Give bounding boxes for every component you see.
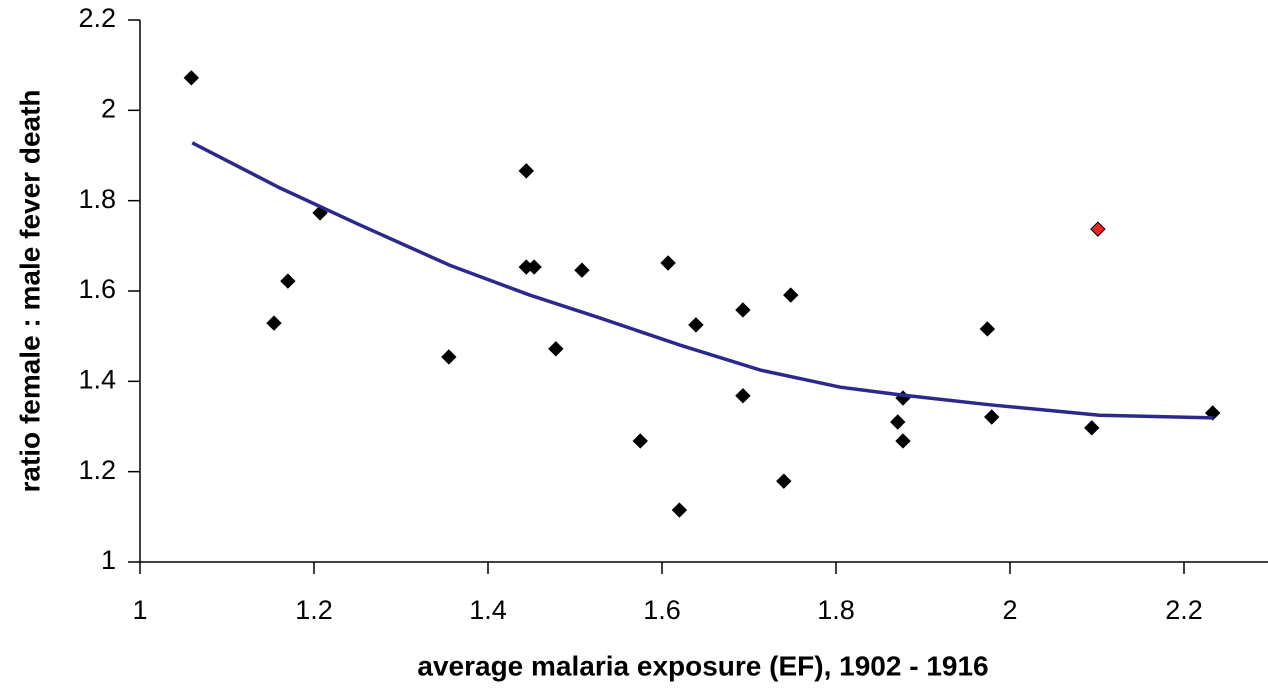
y-tick-label: 1.6 — [78, 274, 116, 304]
x-tick-label: 1.8 — [817, 595, 855, 625]
point — [441, 349, 457, 365]
point — [783, 287, 799, 303]
y-tick-label: 1.8 — [78, 184, 116, 214]
point — [890, 414, 906, 430]
y-axis-title: ratio female : male fever death — [14, 89, 45, 492]
y-tick-label: 2 — [101, 93, 116, 123]
point — [526, 259, 542, 275]
x-tick-label: 2 — [1002, 595, 1017, 625]
point — [280, 273, 296, 289]
x-tick-label: 2.2 — [1165, 595, 1203, 625]
trend-line — [191, 141, 1214, 420]
point — [574, 262, 590, 278]
point — [735, 388, 751, 404]
point — [660, 255, 676, 271]
point — [688, 317, 704, 333]
point — [518, 163, 534, 179]
y-tick-label: 1.2 — [78, 455, 116, 485]
point — [1090, 221, 1106, 237]
point — [548, 341, 564, 357]
x-tick-label: 1.2 — [295, 595, 333, 625]
x-tick-label: 1.4 — [469, 595, 507, 625]
point — [183, 70, 200, 86]
x-axis-title: average malaria exposure (EF), 1902 - 19… — [417, 650, 988, 681]
y-tick-label: 2.2 — [78, 3, 116, 33]
y-tick-label: 1 — [101, 545, 116, 575]
point — [984, 409, 1000, 425]
x-tick-label: 1 — [132, 595, 147, 625]
point — [776, 473, 792, 489]
point — [632, 433, 648, 449]
point — [671, 502, 688, 518]
point — [735, 302, 751, 318]
point — [979, 321, 996, 337]
x-tick-label: 1.6 — [643, 595, 681, 625]
point — [266, 315, 282, 331]
point — [1084, 420, 1100, 436]
point — [895, 433, 911, 449]
y-tick-label: 1.4 — [78, 364, 116, 394]
